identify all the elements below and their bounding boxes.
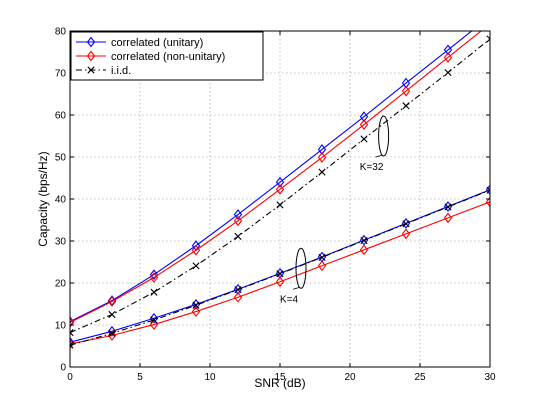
legend-label: correlated (unitary) xyxy=(111,37,203,49)
data-point xyxy=(234,286,242,294)
data-point xyxy=(402,102,410,110)
y-tick-label: 0 xyxy=(60,363,66,374)
annotations-layer: K=32 K=4 xyxy=(280,115,390,305)
y-tick-label: 80 xyxy=(55,27,67,38)
data-point xyxy=(150,316,158,324)
data-point xyxy=(108,310,116,319)
y-tick-label: 30 xyxy=(55,237,67,248)
y-tick-label: 10 xyxy=(55,321,67,332)
data-point xyxy=(233,215,243,227)
annotation-label: K=4 xyxy=(280,294,299,305)
x-tick-label: 10 xyxy=(204,372,216,383)
series-line xyxy=(70,31,482,323)
series-layer xyxy=(70,12,494,350)
y-tick-label: 50 xyxy=(55,153,67,164)
series-line xyxy=(70,201,490,345)
annotation-pointer xyxy=(375,154,383,158)
data-point xyxy=(192,301,200,309)
data-point xyxy=(486,35,490,43)
data-point xyxy=(359,244,369,256)
data-point xyxy=(149,272,159,283)
data-point xyxy=(276,201,284,209)
x-tick-label: 5 xyxy=(137,372,143,383)
legend-marker xyxy=(86,50,96,62)
data-point xyxy=(487,19,494,28)
data-point xyxy=(401,77,411,89)
data-point xyxy=(443,212,453,224)
legend: correlated (unitary) correlated (non-unit… xyxy=(70,31,264,81)
data-point xyxy=(191,306,201,317)
data-point xyxy=(485,196,490,208)
annotation-ellipse xyxy=(378,115,390,157)
data-point xyxy=(234,232,242,240)
data-point xyxy=(70,317,75,328)
data-point xyxy=(401,228,411,240)
y-axis-label: Capacity (bps/Hz) xyxy=(36,151,50,246)
data-point xyxy=(275,183,285,195)
y-tick-label: 70 xyxy=(55,69,67,80)
data-point xyxy=(108,329,116,337)
legend-marker xyxy=(87,66,95,74)
data-point xyxy=(149,269,159,280)
data-point xyxy=(150,288,158,296)
data-point xyxy=(275,176,285,188)
grid-lines xyxy=(70,31,490,367)
y-tick-label: 20 xyxy=(55,279,67,290)
data-point xyxy=(192,262,200,270)
y-tick-label: 40 xyxy=(55,195,67,206)
data-point xyxy=(487,12,494,21)
axis-ticks: 0 5 10 15 20 25 30 0 10 20 30 40 50 60 70 80 xyxy=(55,27,496,384)
data-point xyxy=(70,341,74,349)
x-tick-label: 0 xyxy=(67,372,73,383)
data-point xyxy=(360,236,368,245)
y-tick-label: 60 xyxy=(55,111,67,122)
x-tick-label: 30 xyxy=(484,372,496,383)
data-point xyxy=(233,209,243,220)
data-point xyxy=(149,319,159,330)
annotation-label: K=32 xyxy=(360,162,384,173)
data-point xyxy=(107,296,117,307)
legend-label: correlated (non-unitary) xyxy=(111,51,225,63)
data-point xyxy=(318,168,326,176)
x-axis-label: SNR (dB) xyxy=(254,376,305,390)
x-tick-label: 15 xyxy=(274,372,286,383)
data-point xyxy=(70,328,74,337)
data-point xyxy=(275,276,285,288)
data-point xyxy=(444,203,452,211)
legend-label: i.i.d. xyxy=(111,65,131,77)
data-point xyxy=(443,44,453,56)
data-point xyxy=(402,220,410,228)
data-point xyxy=(359,111,369,123)
data-point xyxy=(276,270,284,278)
data-point xyxy=(317,260,327,272)
series-line xyxy=(70,31,473,323)
annotation-pointer xyxy=(292,286,301,290)
data-point xyxy=(360,135,368,143)
data-point xyxy=(149,312,159,324)
data-point xyxy=(401,85,411,97)
data-point xyxy=(444,68,452,77)
data-point xyxy=(486,186,490,194)
data-point xyxy=(443,52,453,63)
data-point xyxy=(317,152,327,163)
legend-marker xyxy=(86,36,96,48)
data-point xyxy=(359,119,369,131)
data-point xyxy=(233,291,243,303)
x-tick-label: 20 xyxy=(344,372,356,383)
x-tick-label: 25 xyxy=(414,372,426,383)
data-point xyxy=(191,244,201,256)
data-point xyxy=(70,336,75,348)
data-point xyxy=(318,253,326,261)
data-point xyxy=(317,144,327,155)
annotation-ellipse xyxy=(295,247,307,289)
